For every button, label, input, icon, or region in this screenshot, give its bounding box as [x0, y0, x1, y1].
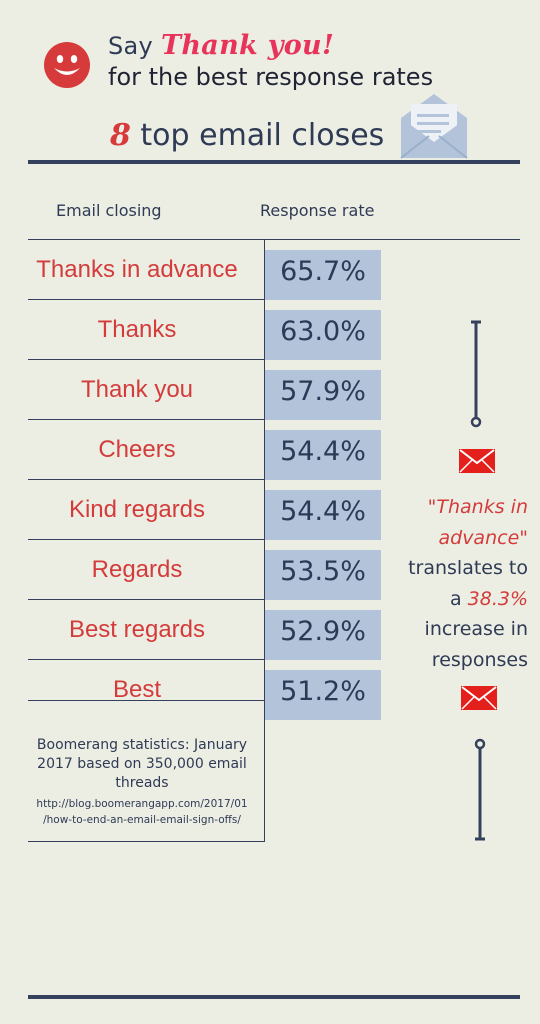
top-closes-title: 8 top email closes [110, 118, 384, 153]
closing-label: Best [112, 676, 162, 703]
rate-value: 51.2% [280, 676, 366, 707]
pin-line-bottom-icon [474, 738, 486, 841]
rate-value: 63.0% [280, 316, 366, 347]
source-url-line1: http://blog.boomerangapp.com/2017/01 [36, 798, 248, 810]
rate-bar [265, 490, 381, 540]
table-header-divider [28, 239, 520, 240]
rate-bar [265, 670, 381, 720]
row-divider [28, 539, 265, 540]
subtitle: for the best response rates [108, 63, 434, 91]
thank-you-text: Thank you! [160, 30, 335, 61]
closing-label: Best regards [68, 616, 206, 643]
footer-divider [28, 995, 520, 999]
rate-value: 53.5% [280, 556, 366, 587]
rate-value: 52.9% [280, 616, 366, 647]
rate-value: 57.9% [280, 376, 366, 407]
row-divider [28, 359, 265, 360]
say-text: Say [108, 32, 154, 60]
table-bottom-divider [28, 841, 265, 842]
top-number: 8 [110, 118, 131, 153]
rate-bar [265, 430, 381, 480]
callout-line4: a 38.3% [388, 584, 528, 615]
closing-label: Regards [91, 556, 183, 583]
top-text: top email closes [140, 118, 385, 153]
callout-text: "Thanks in advance" translates to a 38.3… [388, 492, 528, 675]
row-divider [28, 419, 265, 420]
closing-label: Thank you [80, 376, 194, 403]
callout-line6: responses [431, 648, 528, 671]
smiley-face-icon [44, 42, 90, 88]
column-header-rate: Response rate [260, 201, 375, 220]
callout-line5: increase in [424, 618, 528, 640]
callout-line4-prefix: a [449, 587, 468, 610]
rate-value: 65.7% [280, 256, 366, 287]
row-divider [28, 299, 265, 300]
headline: Say Thank you! [108, 30, 334, 61]
rate-bar [265, 370, 381, 420]
open-envelope-icon [400, 94, 468, 159]
source-url: http://blog.boomerangapp.com/2017/01 /ho… [28, 796, 256, 828]
rate-bar [265, 250, 381, 300]
rate-value: 54.4% [280, 436, 366, 467]
rate-bar [265, 550, 381, 600]
callout-line3: translates to [408, 557, 528, 579]
row-divider [28, 700, 265, 701]
source-note: Boomerang statistics: January 2017 based… [36, 737, 248, 791]
column-header-closing: Email closing [56, 201, 162, 220]
row-divider [28, 659, 265, 660]
row-divider [28, 479, 265, 480]
closing-label: Thanks in advance [36, 256, 238, 283]
envelope-icon [461, 686, 497, 710]
source-url-line2: /how-to-end-an-email-email-sign-offs/ [43, 814, 241, 826]
callout-quote-line2: advance" [438, 526, 528, 549]
pin-line-top-icon [470, 320, 482, 428]
header-divider [28, 160, 520, 164]
callout-quote-line1: "Thanks in [427, 496, 528, 518]
table-vertical-divider [264, 239, 265, 842]
rate-bar [265, 610, 381, 660]
closing-label: Kind regards [68, 496, 206, 523]
rate-value: 54.4% [280, 496, 366, 527]
rate-bar [265, 310, 381, 360]
callout-increase-value: 38.3% [467, 587, 528, 610]
closing-label: Thanks [97, 316, 177, 343]
closing-label: Cheers [98, 436, 176, 463]
row-divider [28, 599, 265, 600]
envelope-icon [459, 449, 495, 473]
